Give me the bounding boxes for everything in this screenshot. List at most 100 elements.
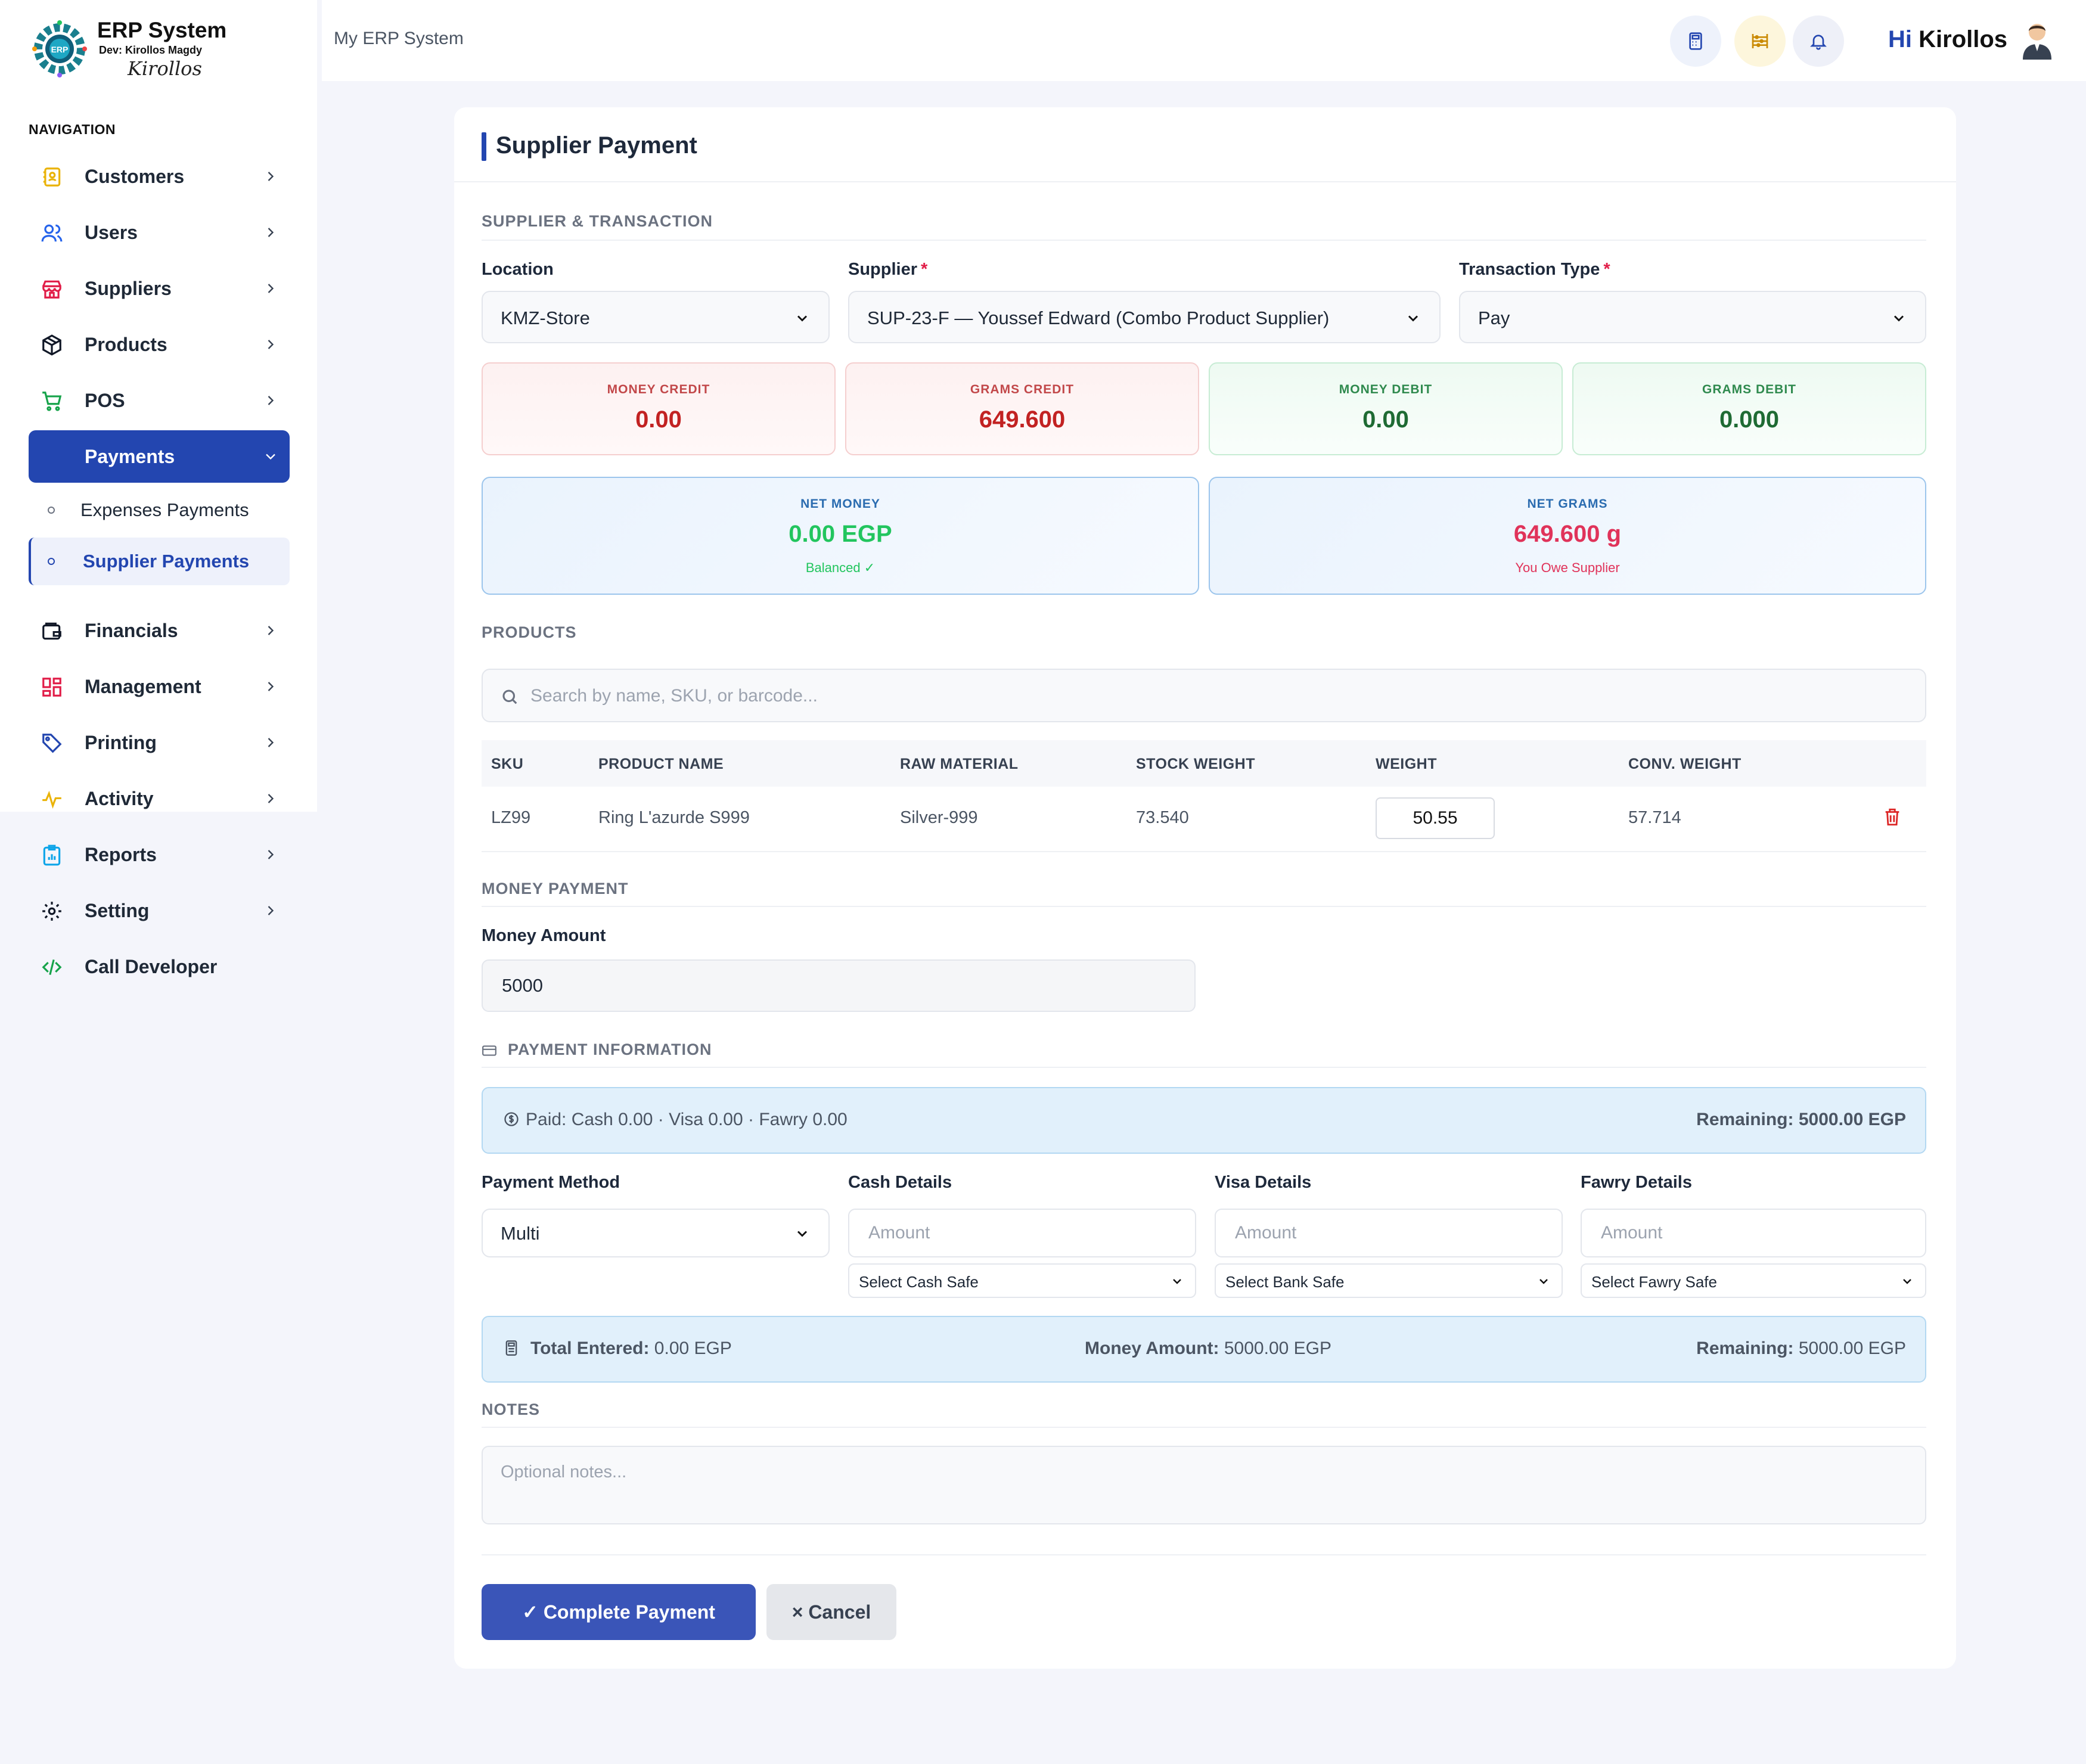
supplier-label: Supplier * — [848, 260, 927, 279]
calculator-button[interactable] — [1670, 15, 1721, 67]
sidebar-item-suppliers[interactable]: Suppliers — [29, 262, 290, 315]
sidebar-subitem-supplier-payments[interactable]: Supplier Payments — [29, 538, 290, 585]
search-input[interactable] — [530, 682, 1842, 710]
greeting-name: Kirollos — [1919, 26, 2008, 52]
sidebar-item-users[interactable]: Users — [29, 206, 290, 259]
sidebar-item-pos[interactable]: POS — [29, 374, 290, 427]
stat-label: MONEY CREDIT — [607, 383, 710, 396]
breadcrumb[interactable]: My ERP System — [334, 29, 464, 48]
total-money-amount: Money Amount: 5000.00 EGP — [1085, 1338, 1331, 1359]
erp-gear-icon: ERP — [32, 20, 87, 77]
fawry-safe-select[interactable]: Select Fawry Safe — [1581, 1263, 1926, 1298]
brand-signature: Kirollos — [128, 57, 202, 80]
chevron-down-icon — [1173, 1279, 1181, 1284]
product-search[interactable] — [482, 669, 1926, 722]
trash-icon[interactable] — [1882, 806, 1902, 828]
user-greeting[interactable]: Hi Kirollos — [1888, 26, 2007, 53]
fawry-amount-input[interactable] — [1581, 1209, 1926, 1257]
column-header-weight: WEIGHT — [1376, 756, 1437, 772]
section-title-payment-info: PAYMENT INFORMATION — [508, 1041, 712, 1058]
money-amount-total-value: 5000.00 EGP — [1224, 1338, 1332, 1358]
sidebar-item-call-developer[interactable]: Call Developer — [29, 940, 290, 993]
sidebar-item-printing[interactable]: Printing — [29, 716, 290, 769]
stat-value: 649.600 — [979, 406, 1066, 433]
table-row: LZ99 Ring L'azurde S999 Silver-999 73.54… — [482, 787, 1926, 852]
payment-method-select[interactable]: Multi — [482, 1209, 830, 1257]
divider — [482, 906, 1926, 907]
cell-raw-material: Silver-999 — [900, 808, 978, 827]
sidebar-item-setting[interactable]: Setting — [29, 884, 290, 937]
bullet-icon — [48, 558, 55, 565]
contacts-book-icon — [43, 167, 61, 187]
pulse-icon — [42, 790, 61, 809]
page-title: Supplier Payment — [496, 132, 697, 159]
sidebar-item-label: Call Developer — [85, 955, 218, 977]
net-grams-value: 649.600 g — [1513, 521, 1622, 547]
sidebar-item-customers[interactable]: Customers — [29, 150, 290, 203]
sidebar-item-reports[interactable]: Reports — [29, 828, 290, 881]
divider — [482, 1427, 1926, 1428]
sidebar-item-label: Users — [85, 221, 138, 243]
wallet-icon — [42, 622, 61, 640]
column-header-sku: SKU — [491, 756, 524, 772]
brand-logo[interactable]: ERP ERP System Dev: Kirollos Magdy Kirol… — [29, 15, 231, 89]
remaining-summary: Remaining: 5000.00 EGP — [1696, 1110, 1906, 1130]
supplier-payment-card: Supplier Payment SUPPLIER & TRANSACTION … — [454, 107, 1956, 1669]
bank-safe-select[interactable]: Select Bank Safe — [1215, 1263, 1563, 1298]
sidebar-item-payments[interactable]: Payments — [29, 430, 290, 483]
column-header-raw-material: RAW MATERIAL — [900, 756, 1019, 772]
sidebar-item-activity[interactable]: Activity — [29, 772, 290, 825]
total-remaining: Remaining: 5000.00 EGP — [1696, 1338, 1906, 1359]
complete-payment-button[interactable]: ✓ Complete Payment — [482, 1584, 756, 1640]
total-entered-value: 0.00 EGP — [654, 1338, 732, 1358]
chevron-down-icon — [1893, 315, 1904, 322]
sidebar-item-label: Setting — [85, 899, 150, 921]
weight-input[interactable] — [1376, 797, 1495, 839]
totals-bar: Total Entered: 0.00 EGP Money Amount: 50… — [482, 1316, 1926, 1383]
cash-amount-input[interactable] — [848, 1209, 1196, 1257]
sidebar-item-label: Management — [85, 675, 201, 697]
cash-safe-select[interactable]: Select Cash Safe — [848, 1263, 1196, 1298]
location-select[interactable]: KMZ-Store — [482, 291, 830, 343]
total-remaining-label: Remaining: — [1696, 1338, 1794, 1358]
code-icon — [42, 959, 62, 976]
avatar[interactable] — [2020, 21, 2054, 60]
stat-label: MONEY DEBIT — [1339, 383, 1433, 396]
money-amount-input[interactable] — [482, 959, 1196, 1012]
net-money-card: NET MONEY 0.00 EGP Balanced ✓ — [482, 477, 1199, 595]
divider — [482, 1554, 1926, 1555]
sidebar-item-products[interactable]: Products — [29, 318, 290, 371]
chevron-right-icon — [268, 626, 274, 635]
cancel-button[interactable]: × Cancel — [766, 1584, 896, 1640]
sidebar-subitem-expenses-payments[interactable]: Expenses Payments — [29, 486, 290, 534]
location-label-text: Location — [482, 260, 554, 279]
abacus-button[interactable] — [1734, 15, 1786, 67]
column-header-product-name: PRODUCT NAME — [598, 756, 724, 772]
notifications-button[interactable] — [1793, 15, 1844, 67]
stat-value: 0.000 — [1719, 406, 1780, 433]
chevron-right-icon — [268, 738, 274, 747]
stat-value: 0.00 — [635, 406, 682, 433]
section-title-notes: NOTES — [482, 1400, 541, 1418]
divider — [482, 1067, 1926, 1068]
visa-amount-input[interactable] — [1215, 1209, 1563, 1257]
supplier-value: SUP-23-F — Youssef Edward (Combo Product… — [867, 308, 1330, 328]
transaction-type-select[interactable]: Pay — [1459, 291, 1926, 343]
gear-icon — [42, 902, 61, 921]
total-remaining-value: 5000.00 EGP — [1798, 1338, 1906, 1358]
remaining-value: 5000.00 EGP — [1798, 1110, 1906, 1129]
transaction-type-value: Pay — [1478, 308, 1510, 328]
store-icon — [42, 280, 61, 299]
notes-textarea[interactable] — [482, 1446, 1926, 1524]
tag-icon — [42, 734, 62, 753]
sidebar-item-label: Customers — [85, 165, 185, 187]
sidebar-subitem-label: Supplier Payments — [83, 551, 250, 572]
sidebar-item-label: POS — [85, 389, 125, 411]
transaction-type-label-text: Transaction Type — [1459, 260, 1600, 279]
supplier-select[interactable]: SUP-23-F — Youssef Edward (Combo Product… — [848, 291, 1441, 343]
stat-label: GRAMS CREDIT — [970, 383, 1075, 396]
brand-dev: Dev: Kirollos Magdy — [99, 44, 203, 56]
stat-value: 0.00 — [1362, 406, 1409, 433]
sidebar-item-financials[interactable]: Financials — [29, 604, 290, 657]
sidebar-item-management[interactable]: Management — [29, 660, 290, 713]
